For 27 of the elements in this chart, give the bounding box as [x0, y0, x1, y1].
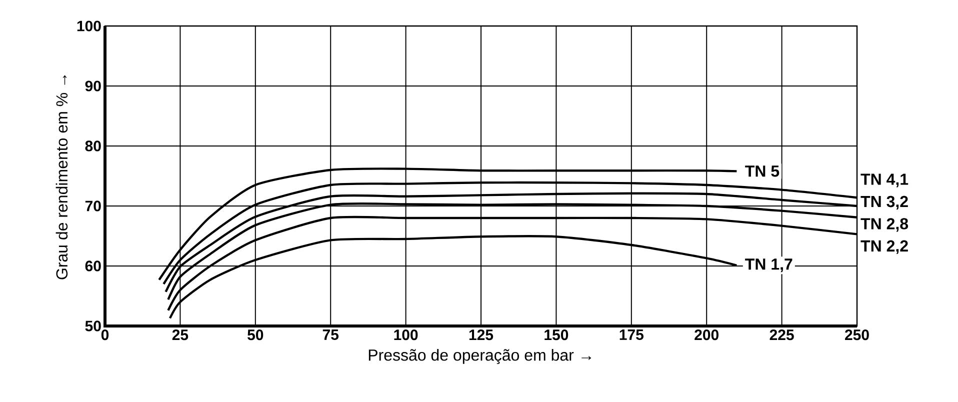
x-tick-label: 100: [394, 330, 418, 340]
line-series: [158, 168, 738, 281]
x-tick-label: 50: [248, 330, 264, 340]
x-axis-title: Pressão de operação em bar →: [368, 349, 592, 364]
series-label: TN 2,8: [860, 218, 908, 232]
y-tick-label: 100: [77, 20, 101, 32]
line-series: [168, 235, 738, 320]
y-tick-label: 50: [85, 320, 101, 332]
y-tick-label: 90: [85, 80, 101, 92]
series-label: TN 1,7: [745, 258, 792, 272]
series-label: TN 4,1: [860, 174, 908, 188]
y-tick-label: 60: [85, 260, 101, 272]
y-tick-label: 80: [85, 140, 101, 152]
x-tick-label: 75: [322, 330, 339, 340]
y-tick-label: 70: [85, 200, 101, 212]
x-tick-label: 175: [620, 330, 644, 340]
series-label: TN 2,2: [860, 240, 908, 254]
x-tick-label: 250: [845, 330, 869, 340]
x-tick-label: 0: [101, 330, 109, 340]
x-tick-label: 25: [172, 330, 188, 340]
series-label: TN 3,2: [860, 196, 908, 210]
x-tick-label: 150: [544, 330, 568, 340]
x-tick-label: 125: [469, 330, 494, 340]
y-axis-title: Grau de rendimento em % →: [56, 75, 68, 280]
x-tick-label: 225: [770, 330, 794, 340]
series-label: TN 5: [745, 166, 780, 177]
x-tick-label: 200: [694, 330, 718, 340]
